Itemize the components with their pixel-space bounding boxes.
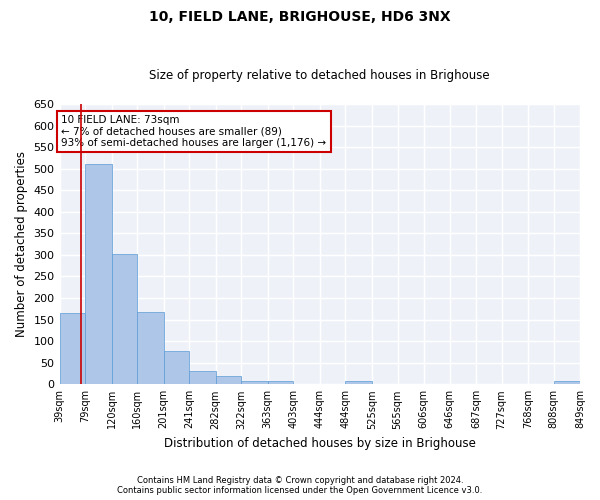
Bar [59, 313, 85, 384]
Bar [268, 381, 293, 384]
Bar [137, 312, 164, 384]
Title: Size of property relative to detached houses in Brighouse: Size of property relative to detached ho… [149, 69, 490, 82]
Text: 10, FIELD LANE, BRIGHOUSE, HD6 3NX: 10, FIELD LANE, BRIGHOUSE, HD6 3NX [149, 10, 451, 24]
Bar [346, 381, 372, 384]
Bar [164, 350, 190, 384]
Text: 10 FIELD LANE: 73sqm
← 7% of detached houses are smaller (89)
93% of semi-detach: 10 FIELD LANE: 73sqm ← 7% of detached ho… [61, 115, 326, 148]
Bar [554, 381, 580, 384]
Bar [112, 254, 137, 384]
Y-axis label: Number of detached properties: Number of detached properties [15, 151, 28, 337]
Text: Contains HM Land Registry data © Crown copyright and database right 2024.
Contai: Contains HM Land Registry data © Crown c… [118, 476, 482, 495]
Bar [190, 371, 215, 384]
Bar [85, 164, 112, 384]
X-axis label: Distribution of detached houses by size in Brighouse: Distribution of detached houses by size … [164, 437, 476, 450]
Bar [215, 376, 241, 384]
Bar [241, 381, 268, 384]
